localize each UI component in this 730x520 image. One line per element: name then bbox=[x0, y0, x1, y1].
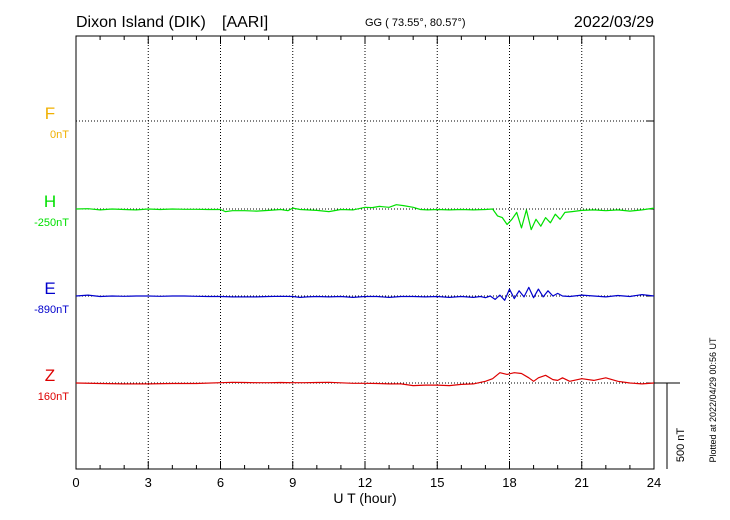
x-tick-label: 3 bbox=[145, 475, 152, 490]
x-tick-label: 24 bbox=[647, 475, 661, 490]
x-tick-label: 12 bbox=[358, 475, 372, 490]
x-tick-label: 0 bbox=[72, 475, 79, 490]
grid bbox=[76, 36, 654, 469]
scale-bar-label: 500 nT bbox=[675, 428, 687, 463]
series-baseline-F: 0nT bbox=[50, 129, 69, 141]
series-name-H: H bbox=[44, 192, 56, 211]
series-baseline-Z: 160nT bbox=[38, 391, 69, 403]
series-line-Z bbox=[75, 372, 655, 387]
series-labels: F 0nT H -250nT E -890nT Z 160nT bbox=[34, 104, 69, 403]
x-tick-label: 21 bbox=[575, 475, 589, 490]
series-line-E bbox=[75, 286, 655, 301]
x-axis-label: U T (hour) bbox=[333, 490, 396, 506]
x-tick-label: 15 bbox=[430, 475, 444, 490]
series-line-H bbox=[75, 204, 655, 231]
series-baseline-E: -890nT bbox=[34, 304, 69, 316]
series-baseline-H: -250nT bbox=[34, 217, 69, 229]
x-axis: 0 3 6 9 12 15 18 21 24 bbox=[72, 36, 661, 490]
series-name-Z: Z bbox=[45, 366, 55, 385]
series-lines bbox=[75, 204, 655, 387]
institute-label: [AARI] bbox=[222, 14, 268, 31]
series-name-F: F bbox=[45, 104, 55, 123]
plotted-at-note: Plotted at 2022/04/29 00:56 UT bbox=[708, 337, 718, 463]
x-tick-label: 18 bbox=[502, 475, 516, 490]
series-name-E: E bbox=[44, 279, 55, 298]
date-label: 2022/03/29 bbox=[574, 14, 654, 31]
scale-bar: 500 nT bbox=[654, 382, 687, 469]
x-tick-label: 9 bbox=[289, 475, 296, 490]
station-title: Dixon Island (DIK) bbox=[76, 14, 206, 31]
x-tick-label: 6 bbox=[217, 475, 224, 490]
coords-label: GG ( 73.55°, 80.57°) bbox=[365, 17, 466, 29]
